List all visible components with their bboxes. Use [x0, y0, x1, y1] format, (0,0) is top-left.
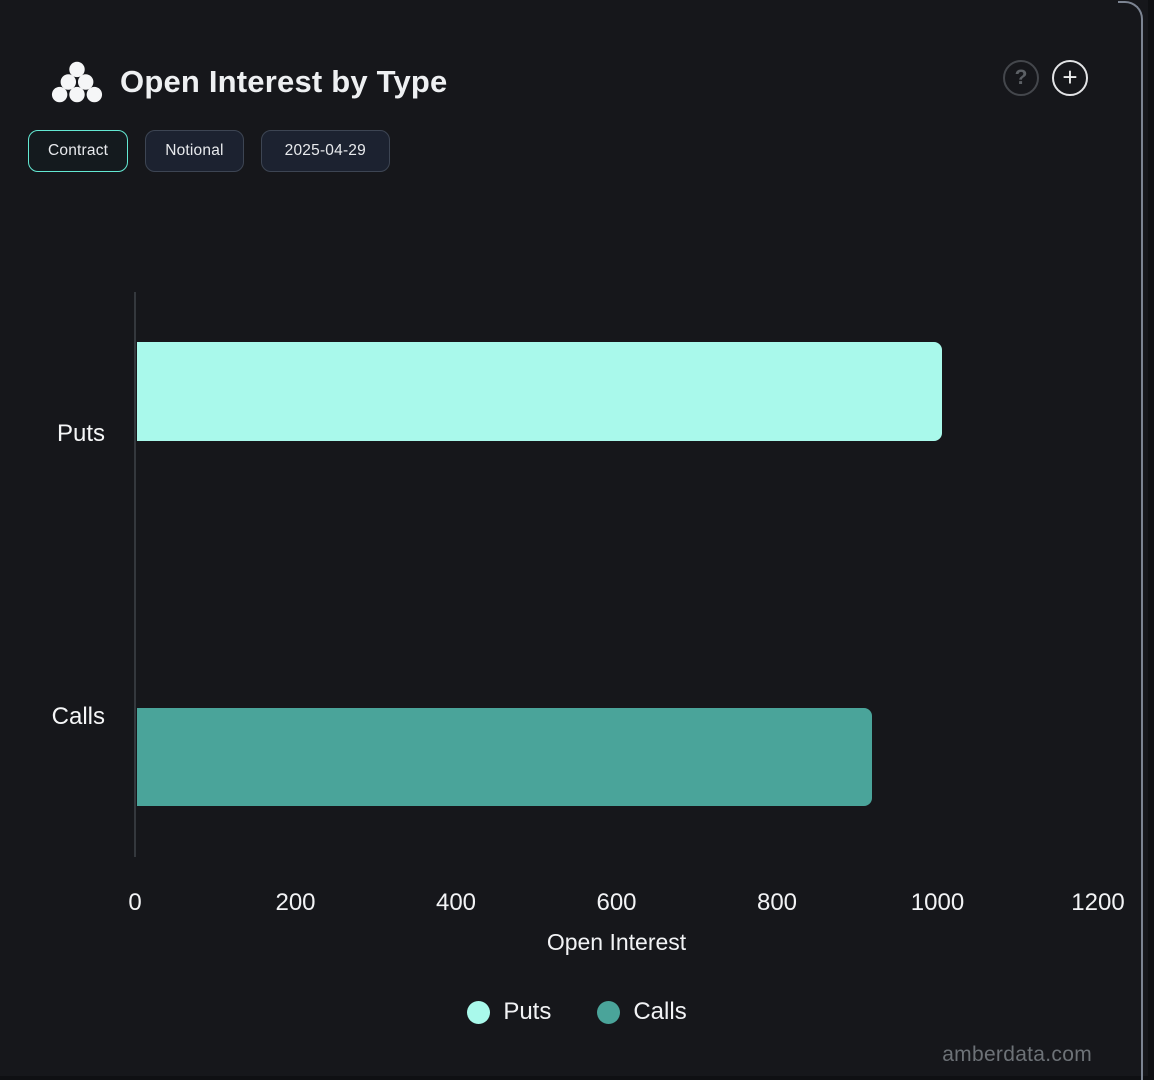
bar-puts[interactable]: [137, 342, 943, 441]
legend-item-puts[interactable]: Puts: [467, 998, 551, 1026]
x-tick-800: 800: [756, 889, 798, 916]
contract-button[interactable]: Contract: [28, 130, 129, 172]
x-tick-600: 600: [596, 889, 637, 916]
bar-calls[interactable]: [137, 708, 873, 806]
legend-label-puts: Puts: [503, 998, 552, 1025]
category-label-puts: Puts: [56, 420, 105, 447]
x-tick-0: 0: [128, 889, 142, 916]
chart-legend: Puts Calls: [0, 998, 1154, 1026]
legend-item-calls[interactable]: Calls: [597, 998, 687, 1026]
watermark: amberdata.com: [942, 1043, 1092, 1066]
card-border: [1118, 1, 1143, 1080]
x-tick-1000: 1000: [910, 889, 965, 916]
add-icon[interactable]: +: [1052, 60, 1088, 96]
help-icon[interactable]: ?: [1003, 60, 1039, 96]
y-axis-line: [134, 292, 136, 857]
toolbar: Contract Notional 2025-04-29: [28, 130, 390, 172]
x-axis-title: Open Interest: [546, 929, 687, 955]
cluster-dots-icon: [51, 61, 103, 103]
category-label-calls: Calls: [51, 703, 105, 730]
x-tick-400: 400: [435, 889, 477, 916]
legend-swatch-puts: [467, 1000, 491, 1024]
legend-swatch-calls: [597, 1000, 621, 1024]
page-title: Open Interest by Type: [120, 64, 448, 99]
notional-button[interactable]: Notional: [145, 130, 244, 172]
x-tick-1200: 1200: [1071, 889, 1125, 916]
date-button[interactable]: 2025-04-29: [260, 130, 390, 172]
card-header: Open Interest by Type: [50, 58, 447, 106]
header-actions: ? +: [1003, 60, 1088, 96]
legend-label-calls: Calls: [633, 998, 687, 1025]
x-tick-200: 200: [275, 889, 316, 916]
